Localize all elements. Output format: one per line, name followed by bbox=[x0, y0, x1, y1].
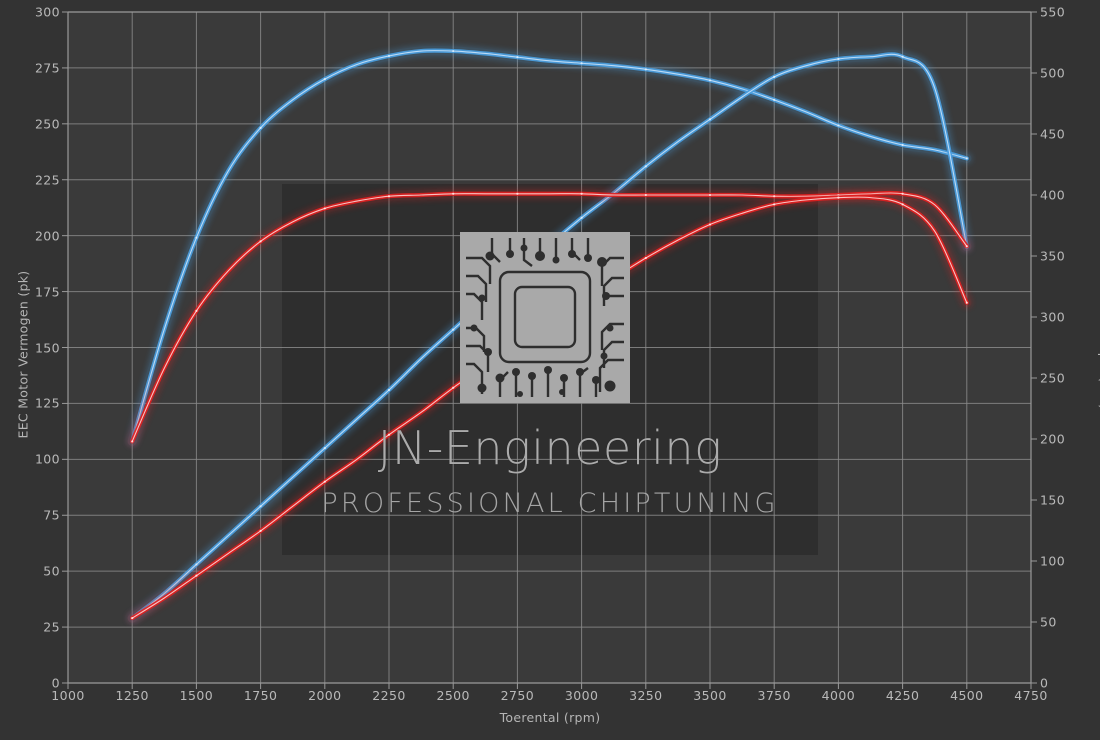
y-right-tick-label: 200 bbox=[1040, 431, 1066, 447]
y-left-tick-label: 250 bbox=[34, 116, 60, 132]
x-tick-label: 2500 bbox=[436, 688, 470, 703]
x-tick-label: 1250 bbox=[115, 688, 149, 703]
y-left-tick-label: 300 bbox=[34, 4, 60, 20]
x-tick-label: 4500 bbox=[950, 688, 984, 703]
y-left-tick-label: 25 bbox=[43, 619, 60, 635]
x-tick-label: 4750 bbox=[1014, 688, 1048, 703]
y-right-tick-label: 0 bbox=[1040, 675, 1049, 691]
y-right-tick-label: 450 bbox=[1040, 126, 1066, 142]
y-left-tick-label: 275 bbox=[34, 60, 60, 76]
x-tick-label: 3000 bbox=[564, 688, 599, 703]
y-right-tick-label: 50 bbox=[1040, 614, 1057, 630]
x-tick-label: 3500 bbox=[693, 688, 727, 703]
x-tick-label: 1750 bbox=[243, 688, 278, 703]
y-left-tick-label: 175 bbox=[34, 284, 60, 300]
y-left-tick-label: 200 bbox=[34, 228, 60, 244]
plot-area bbox=[68, 12, 1031, 683]
x-tick-label: 2000 bbox=[308, 688, 342, 703]
y-right-tick-label: 250 bbox=[1040, 370, 1066, 386]
y-right-tick-label: 300 bbox=[1040, 309, 1066, 325]
y-left-tick-label: 225 bbox=[34, 172, 60, 188]
x-tick-label: 1500 bbox=[179, 688, 214, 703]
x-tick-label: 4000 bbox=[821, 688, 856, 703]
y-left-tick-label: 150 bbox=[34, 340, 60, 355]
y-right-tick-label: 350 bbox=[1040, 248, 1066, 264]
x-tick-label: 1000 bbox=[51, 688, 85, 703]
x-tick-label: 3750 bbox=[757, 688, 791, 703]
x-tick-label: 4250 bbox=[885, 688, 920, 703]
y-right-tick-label: 150 bbox=[1040, 492, 1066, 508]
x-tick-label: 2750 bbox=[500, 688, 535, 703]
y-right-tick-label: 550 bbox=[1040, 4, 1066, 20]
y-left-tick-label: 100 bbox=[34, 451, 60, 467]
y-left-tick-label: 50 bbox=[43, 563, 60, 579]
x-tick-label: 2250 bbox=[372, 688, 406, 703]
y-left-tick-label: 75 bbox=[43, 507, 60, 523]
y-right-tick-label: 400 bbox=[1040, 187, 1066, 203]
y-left-tick-label: 125 bbox=[34, 395, 60, 411]
y-right-tick-label: 100 bbox=[1040, 553, 1066, 569]
y-left-tick-label: 0 bbox=[51, 675, 60, 691]
x-axis-title: Toerental (rpm) bbox=[499, 710, 601, 725]
y-right-tick-label: 500 bbox=[1040, 65, 1066, 81]
x-tick-label: 3250 bbox=[629, 688, 663, 703]
